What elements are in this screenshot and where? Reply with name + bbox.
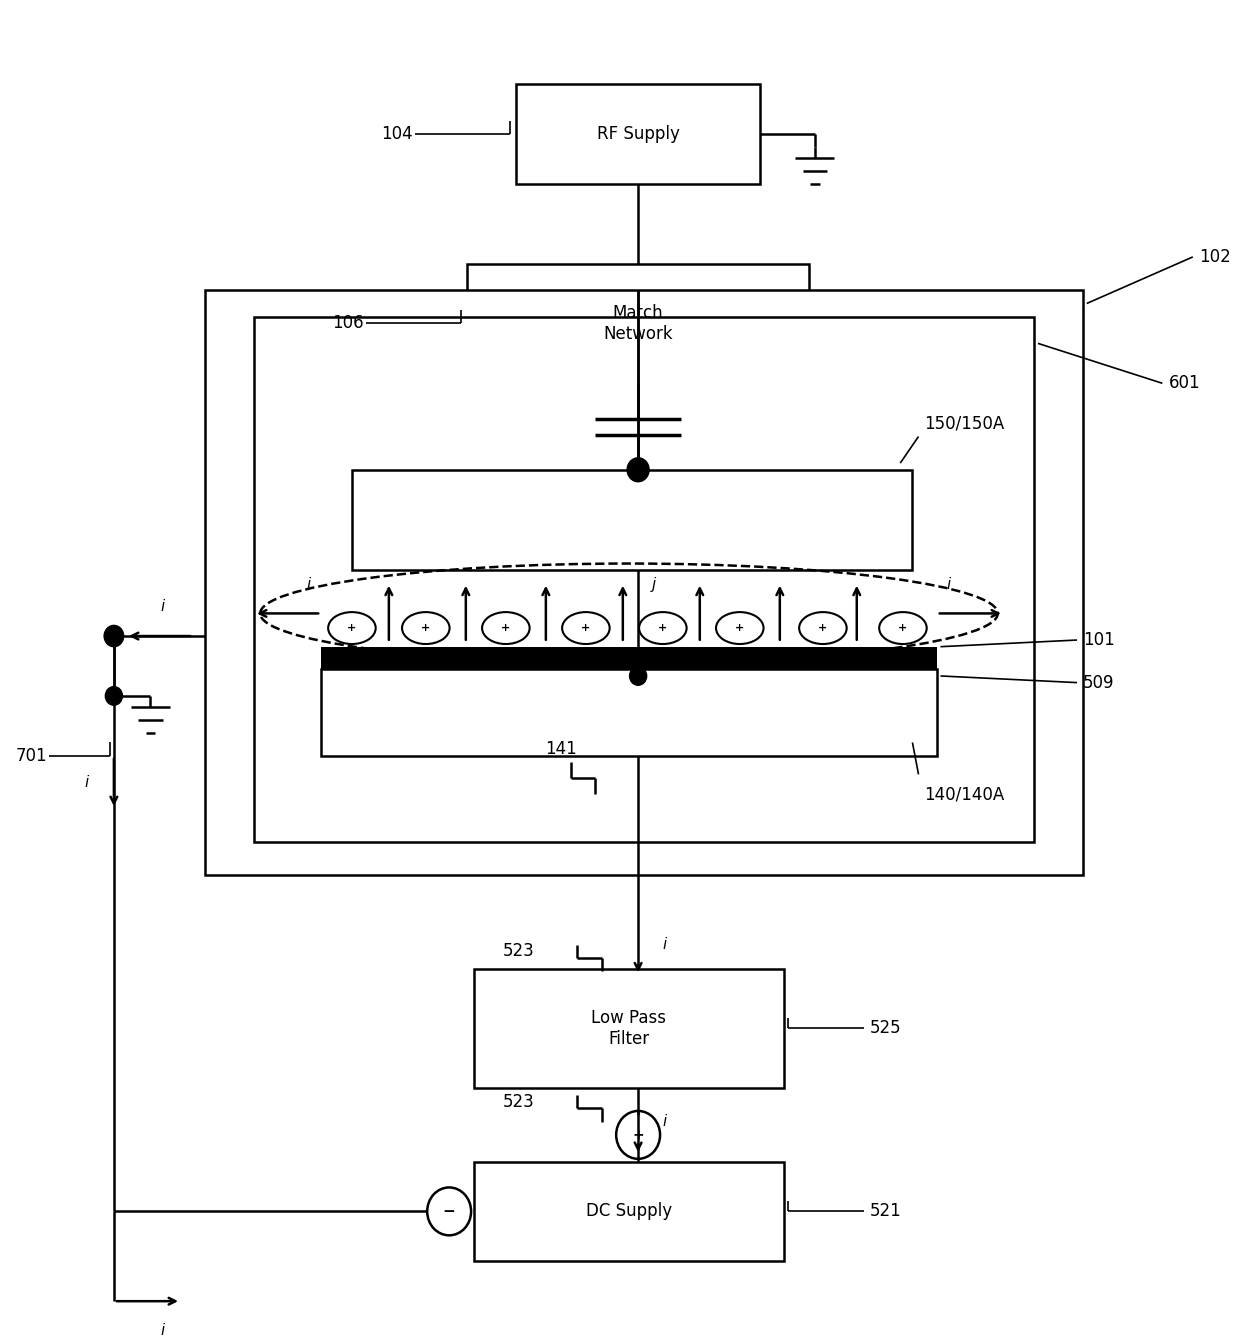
Bar <box>254 317 1034 842</box>
Text: +: + <box>582 623 590 633</box>
Text: i: i <box>306 576 311 592</box>
Text: +: + <box>347 623 357 633</box>
Bar <box>352 470 913 569</box>
Text: 701: 701 <box>15 747 47 764</box>
Text: −: − <box>443 1203 455 1219</box>
Text: 523: 523 <box>502 1093 534 1111</box>
Text: +: + <box>501 623 511 633</box>
Bar <box>206 290 1083 876</box>
Text: i: i <box>160 599 165 614</box>
Text: 102: 102 <box>1199 248 1230 266</box>
Text: Low Pass
Filter: Low Pass Filter <box>591 1009 666 1048</box>
Text: RF Supply: RF Supply <box>596 125 680 142</box>
Text: i: i <box>663 937 667 952</box>
Text: i: i <box>663 1115 667 1129</box>
Bar <box>474 1162 785 1261</box>
Text: +: + <box>658 623 667 633</box>
Bar <box>516 85 760 184</box>
Circle shape <box>627 458 649 482</box>
Circle shape <box>104 626 124 647</box>
Text: 509: 509 <box>1083 674 1115 692</box>
Text: 523: 523 <box>502 943 534 960</box>
Bar <box>467 263 808 383</box>
Text: 601: 601 <box>1168 375 1200 392</box>
Text: i: i <box>160 1323 165 1338</box>
Text: 101: 101 <box>1083 631 1115 649</box>
Bar <box>474 968 785 1088</box>
Text: 141: 141 <box>546 740 577 757</box>
Circle shape <box>105 686 123 705</box>
Circle shape <box>630 666 646 685</box>
Text: 525: 525 <box>869 1019 901 1038</box>
Text: +: + <box>735 623 744 633</box>
Text: Match
Network: Match Network <box>604 304 673 342</box>
Text: +: + <box>898 623 908 633</box>
Bar <box>321 647 936 676</box>
Text: +: + <box>632 1128 644 1142</box>
Text: j: j <box>651 576 656 592</box>
Text: +: + <box>818 623 827 633</box>
Text: +: + <box>422 623 430 633</box>
Text: i: i <box>86 775 89 790</box>
Text: 150/150A: 150/150A <box>925 415 1004 432</box>
Text: 521: 521 <box>869 1202 901 1221</box>
Text: 106: 106 <box>332 314 363 333</box>
Bar <box>321 669 936 756</box>
Text: DC Supply: DC Supply <box>587 1202 672 1221</box>
Text: i: i <box>947 576 951 592</box>
Text: 140/140A: 140/140A <box>925 786 1004 803</box>
Text: 104: 104 <box>381 125 413 142</box>
